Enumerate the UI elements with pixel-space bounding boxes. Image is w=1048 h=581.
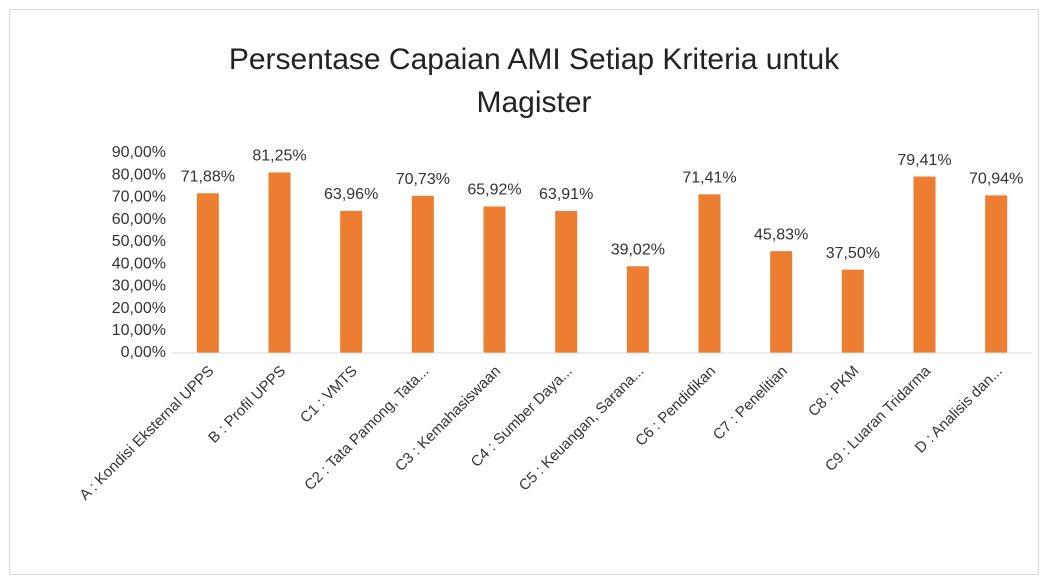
- y-tick-label: 0,00%: [121, 344, 166, 361]
- data-label: 79,41%: [897, 152, 951, 169]
- data-label: 70,73%: [396, 171, 450, 188]
- data-label: 71,88%: [181, 168, 235, 185]
- bar: [841, 269, 864, 353]
- x-tick-label: C1 : VMTS: [297, 363, 361, 427]
- data-label: 81,25%: [252, 148, 306, 165]
- y-tick-label: 90,00%: [112, 144, 166, 161]
- bar: [196, 193, 219, 353]
- y-tick-label: 60,00%: [112, 211, 166, 228]
- data-label: 63,96%: [324, 186, 378, 203]
- data-label: 70,94%: [969, 171, 1023, 188]
- x-tick-label: C2 : Tata Pamong, Tata...: [301, 363, 432, 494]
- y-tick-label: 40,00%: [112, 255, 166, 272]
- x-tick-label: A : Kondisi Eksternal UPPS: [76, 363, 217, 504]
- y-tick-label: 30,00%: [112, 278, 166, 295]
- bar: [626, 266, 649, 353]
- y-tick-label: 50,00%: [112, 233, 166, 250]
- x-tick-label: C8 : PKM: [805, 363, 862, 420]
- data-label: 65,92%: [467, 182, 521, 199]
- y-tick-label: 80,00%: [112, 166, 166, 183]
- data-label: 37,50%: [826, 245, 880, 262]
- y-tick-label: 70,00%: [112, 189, 166, 206]
- bar: [340, 210, 363, 353]
- chart-frame: [9, 9, 1039, 575]
- bar: [268, 172, 291, 353]
- bar: [770, 251, 793, 353]
- data-label: 39,02%: [611, 242, 665, 259]
- x-tick-label: C5 : Keuangan, Sarana...: [516, 363, 648, 495]
- data-label: 63,91%: [539, 186, 593, 203]
- bar: [411, 195, 434, 353]
- bar: [483, 206, 506, 353]
- bar: [698, 194, 721, 353]
- bar: [985, 195, 1008, 353]
- y-tick-label: 10,00%: [112, 322, 166, 339]
- bar: [555, 210, 578, 353]
- bar: [913, 176, 936, 353]
- data-label: 45,83%: [754, 226, 808, 243]
- chart-title: Persentase Capaian AMI Setiap Kriteria u…: [228, 43, 840, 119]
- y-tick-label: 20,00%: [112, 300, 166, 317]
- x-tick-label: B : Profil UPPS: [205, 363, 289, 447]
- data-label: 71,41%: [682, 170, 736, 187]
- x-tick-label: C7 : Penelitian: [710, 363, 791, 444]
